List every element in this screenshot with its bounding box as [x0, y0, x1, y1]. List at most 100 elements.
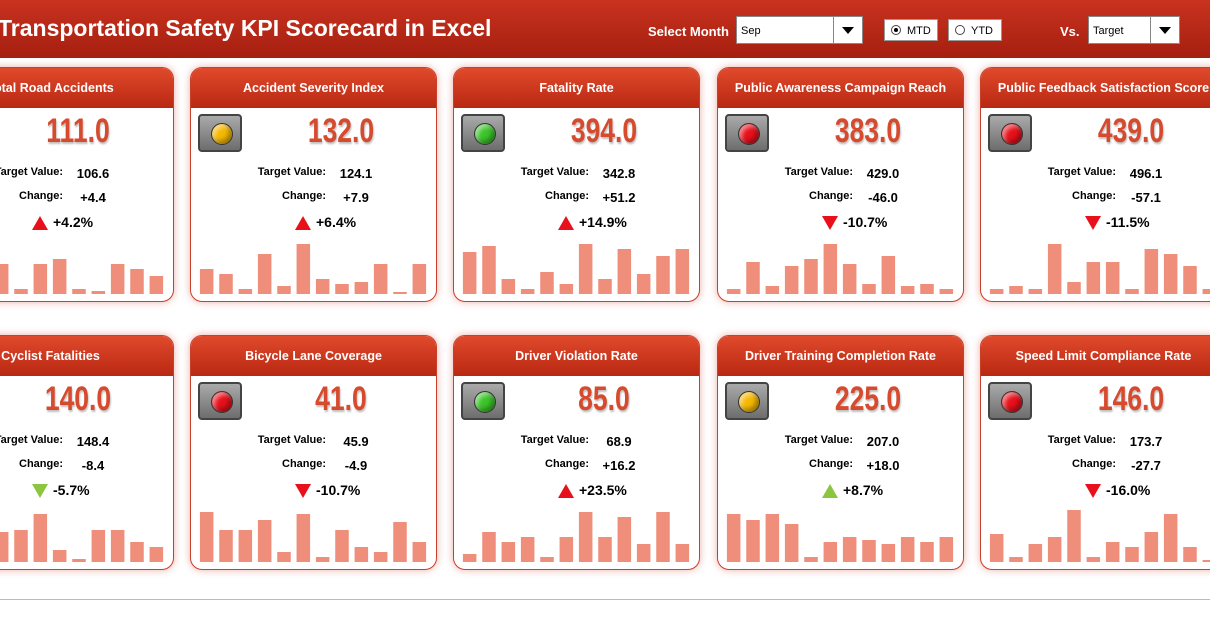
target-value: 173.7: [1129, 434, 1163, 449]
spark-bar: [784, 524, 799, 562]
spark-bar: [296, 244, 311, 294]
kpi-card: Public Feedback Satisfaction Score 439.0 T…: [980, 67, 1210, 302]
spark-bar: [238, 289, 253, 294]
ytd-option[interactable]: YTD: [948, 19, 1002, 41]
card-title: Speed Limit Compliance Rate: [981, 336, 1210, 376]
spark-bar: [1086, 557, 1101, 562]
target-value: 207.0: [866, 434, 900, 449]
change-label: Change:: [809, 190, 853, 202]
spark-bar: [199, 269, 214, 294]
status-light: [461, 382, 505, 420]
spark-bar: [726, 289, 741, 294]
spark-bar: [765, 514, 780, 562]
spark-bar: [1047, 537, 1062, 562]
change-percent: +23.5%: [579, 482, 627, 498]
spark-bar: [501, 542, 516, 562]
spark-bar: [881, 544, 896, 562]
light-bulb: [1001, 123, 1023, 145]
spark-bar: [1125, 547, 1139, 562]
spark-bar: [540, 272, 554, 294]
mtd-option[interactable]: MTD: [884, 19, 938, 41]
change-value: +7.9: [343, 190, 369, 205]
spark-bar: [501, 279, 516, 294]
status-light: [988, 114, 1032, 152]
trend-arrow: [32, 216, 48, 230]
change-label: Change:: [545, 190, 589, 202]
spark-bar: [881, 256, 896, 294]
spark-bar: [130, 542, 144, 562]
card-title: Driver Training Completion Rate: [718, 336, 963, 376]
kpi-value: 383.0: [834, 112, 902, 150]
sparkbar-chart: [0, 514, 164, 562]
trend-arrow: [822, 216, 838, 230]
spark-bar: [598, 279, 612, 294]
sparkbar-chart: [989, 244, 1210, 294]
spark-bar: [149, 547, 164, 562]
spark-bar: [939, 289, 954, 294]
target-value: 124.1: [339, 166, 373, 181]
spark-bar: [559, 537, 574, 562]
change-value: -57.1: [1131, 190, 1161, 205]
target-value: 68.9: [606, 434, 632, 449]
trend-arrow: [32, 484, 48, 498]
spark-bar: [1202, 560, 1210, 562]
spark-bar: [412, 542, 427, 562]
kpi-value: 41.0: [315, 380, 367, 418]
spark-bar: [373, 264, 388, 294]
target-value: 45.9: [343, 434, 369, 449]
target-value: 342.8: [602, 166, 636, 181]
spark-bar: [1047, 244, 1062, 294]
radio-dot: [955, 25, 965, 35]
spark-bar: [656, 512, 670, 562]
sparkbar-chart: [989, 510, 1210, 562]
arrow-shape: [822, 216, 838, 230]
sparkbar-chart: [199, 512, 427, 562]
radio-dot: [891, 25, 901, 35]
sparkbar-chart: [199, 244, 427, 294]
change-label: Change:: [19, 458, 63, 470]
spark-bar: [1086, 262, 1101, 294]
change-value: +16.2: [602, 458, 636, 473]
spark-bar: [842, 264, 857, 294]
sparkbar-chart: [726, 244, 954, 294]
spark-bar: [412, 264, 427, 294]
change-value: +18.0: [866, 458, 900, 473]
header-bar: Transportation Safety KPI Scorecard in E…: [0, 0, 1210, 58]
spark-bar: [578, 512, 593, 562]
spark-bar: [1067, 510, 1081, 562]
card-title: Driver Violation Rate: [454, 336, 699, 376]
spark-bar: [920, 284, 934, 294]
spark-bar: [1144, 532, 1159, 562]
month-dropdown[interactable]: Sep: [736, 16, 863, 44]
kpi-value: 132.0: [307, 112, 375, 150]
spark-bar: [617, 517, 632, 562]
card-title: Cyclist Fatalities: [0, 336, 173, 376]
spark-bar: [257, 254, 272, 294]
dropdown-button[interactable]: [833, 17, 862, 43]
spark-bar: [939, 537, 954, 562]
spark-bar: [804, 557, 818, 562]
spark-bar: [257, 520, 272, 562]
vs-dropdown[interactable]: Target: [1088, 16, 1180, 44]
spark-bar: [842, 537, 857, 562]
change-label: Change:: [1072, 190, 1116, 202]
trend-arrow: [822, 484, 838, 498]
kpi-card: Driver Violation Rate 85.0 Target Value: 68…: [453, 335, 700, 570]
trend-arrow: [295, 216, 311, 230]
card-title: Public Feedback Satisfaction Score: [981, 68, 1210, 108]
change-percent: -16.0%: [1106, 482, 1151, 498]
light-bulb: [474, 391, 496, 413]
status-light: [198, 114, 242, 152]
change-value: +51.2: [602, 190, 636, 205]
spark-bar: [0, 264, 9, 294]
spark-bar: [636, 274, 651, 294]
arrow-shape: [1085, 216, 1101, 230]
arrow-shape: [295, 484, 311, 498]
trend-arrow: [1085, 216, 1101, 230]
spark-bar: [823, 244, 838, 294]
spark-bar: [520, 537, 535, 562]
arrow-shape: [558, 216, 574, 230]
dropdown-button[interactable]: [1150, 17, 1179, 43]
spark-bar: [149, 276, 164, 294]
